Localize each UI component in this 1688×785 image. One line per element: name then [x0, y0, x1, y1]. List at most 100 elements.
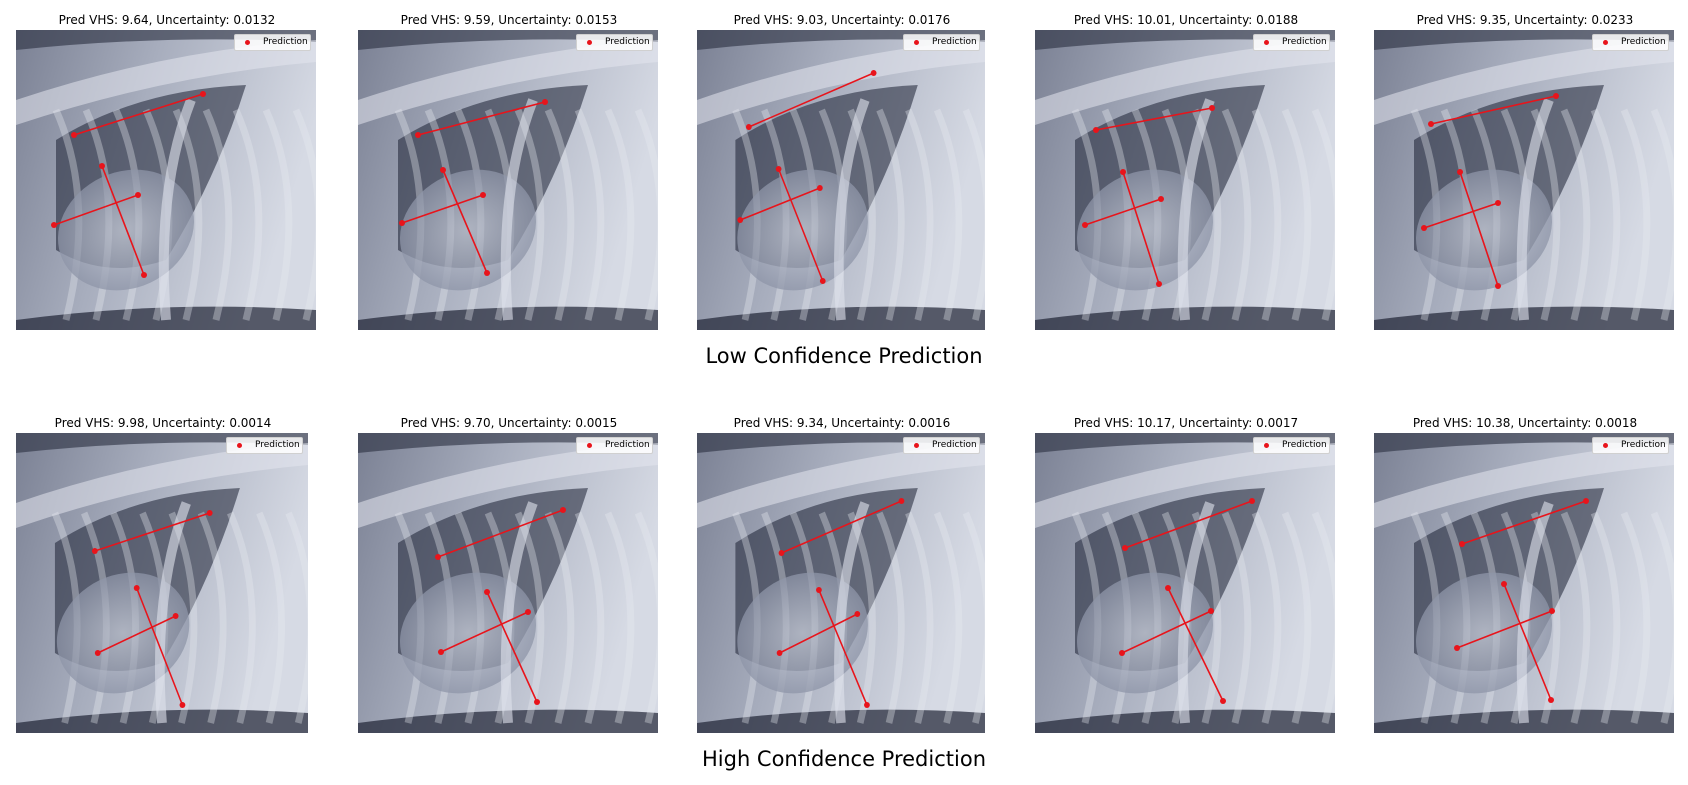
- long-axis-line: [1503, 583, 1552, 701]
- xray-svg: [1374, 433, 1674, 733]
- legend: Prediction: [903, 34, 980, 51]
- radiograph-background: [1035, 433, 1335, 733]
- xray-image: Prediction: [16, 30, 316, 330]
- keypoint-marker: [898, 498, 905, 504]
- long-axis-line: [101, 165, 145, 276]
- keypoint-marker: [1454, 645, 1460, 651]
- xray-panel: Pred VHS: 9.03, Uncertainty: 0.0176 Pred…: [697, 12, 987, 330]
- keypoint-marker: [817, 185, 823, 191]
- short-axis-line: [97, 615, 176, 654]
- panel-title: Pred VHS: 9.34, Uncertainty: 0.0016: [733, 416, 951, 430]
- short-axis-line: [53, 194, 139, 226]
- short-axis-line: [1084, 198, 1162, 226]
- keypoint-marker: [1583, 498, 1589, 504]
- panel-title: Pred VHS: 9.03, Uncertainty: 0.0176: [733, 13, 951, 27]
- xray-image: Prediction: [697, 30, 985, 330]
- legend: Prediction: [576, 34, 653, 51]
- xray-svg: [16, 30, 316, 330]
- long-axis-line: [1167, 587, 1224, 702]
- vertebral-reference-line: [748, 72, 874, 128]
- panel-title: Pred VHS: 9.64, Uncertainty: 0.0132: [58, 13, 276, 27]
- keypoint-marker: [560, 507, 566, 513]
- vertebral-reference-line: [94, 512, 210, 552]
- keypoint-marker: [484, 589, 490, 595]
- panel-title: Pred VHS: 9.70, Uncertainty: 0.0015: [400, 416, 618, 430]
- keypoint-marker: [542, 99, 548, 105]
- legend-marker-icon: [1264, 443, 1269, 448]
- keypoint-marker: [870, 70, 877, 76]
- xray-panel: Pred VHS: 9.35, Uncertainty: 0.0233 Pred…: [1374, 12, 1676, 330]
- keypoint-marker: [1220, 698, 1226, 704]
- keypoint-marker: [133, 585, 140, 591]
- xray-svg: [697, 30, 985, 330]
- legend: Prediction: [226, 437, 303, 454]
- xray-image: Prediction: [1374, 30, 1674, 330]
- radiograph-background: [358, 433, 658, 733]
- radiograph-background: [1374, 30, 1674, 330]
- keypoint-marker: [51, 222, 57, 228]
- long-axis-line: [442, 169, 488, 274]
- vertebral-reference-line: [73, 93, 204, 136]
- row-caption: Low Confidence Prediction: [705, 344, 983, 368]
- panel-title: Pred VHS: 10.17, Uncertainty: 0.0017: [1073, 416, 1299, 430]
- short-axis-line: [1456, 610, 1553, 649]
- short-axis-line: [401, 194, 484, 224]
- vertebral-reference-line: [1095, 107, 1213, 131]
- xray-panel: Pred VHS: 9.70, Uncertainty: 0.0015 Pred…: [358, 415, 660, 733]
- xray-svg: [16, 433, 308, 733]
- vertebral-reference-line: [1124, 500, 1253, 549]
- keypoint-marker: [1457, 169, 1463, 175]
- row-caption: High Confidence Prediction: [701, 747, 986, 771]
- radiograph-background: [16, 433, 308, 733]
- keypoint-marker: [854, 611, 861, 617]
- keypoint-marker: [99, 163, 105, 169]
- legend-marker-icon: [1603, 40, 1608, 45]
- xray-svg: [358, 433, 658, 733]
- panel-title: Pred VHS: 9.35, Uncertainty: 0.0233: [1416, 13, 1634, 27]
- legend-label: Prediction: [1282, 37, 1327, 47]
- legend-label: Prediction: [1621, 37, 1666, 47]
- legend-marker-icon: [587, 40, 592, 45]
- keypoint-marker: [141, 272, 147, 278]
- legend-marker-icon: [237, 443, 242, 448]
- keypoint-marker: [438, 649, 444, 655]
- vertebral-reference-line: [437, 509, 564, 558]
- legend-label: Prediction: [932, 37, 977, 47]
- xray-svg: [1035, 433, 1335, 733]
- keypoint-marker: [484, 270, 490, 276]
- keypoint-marker: [1122, 545, 1128, 551]
- radiograph-background: [1374, 433, 1674, 733]
- xray-svg: [1035, 30, 1335, 330]
- long-axis-line: [777, 168, 824, 282]
- keypoint-marker: [1158, 196, 1164, 202]
- long-axis-line: [1122, 171, 1160, 285]
- keypoint-marker: [737, 217, 744, 223]
- xray-image: Prediction: [358, 30, 658, 330]
- xray-image: Prediction: [1374, 433, 1674, 733]
- keypoint-marker: [206, 510, 213, 516]
- keypoint-marker: [172, 613, 179, 619]
- legend: Prediction: [1253, 437, 1330, 454]
- legend: Prediction: [1253, 34, 1330, 51]
- radiograph-background: [697, 30, 985, 330]
- keypoint-marker: [1120, 169, 1126, 175]
- keypoint-marker: [816, 587, 822, 593]
- keypoint-marker: [94, 650, 101, 656]
- xray-panel: Pred VHS: 10.01, Uncertainty: 0.0188 Pre…: [1035, 12, 1337, 330]
- keypoint-marker: [778, 550, 785, 556]
- keypoint-marker: [435, 554, 441, 560]
- keypoint-marker: [1156, 281, 1162, 287]
- legend-marker-icon: [914, 40, 919, 45]
- keypoint-marker: [1165, 585, 1171, 591]
- panel-title: Pred VHS: 9.59, Uncertainty: 0.0153: [400, 13, 618, 27]
- xray-image: Prediction: [1035, 30, 1335, 330]
- xray-image: Prediction: [16, 433, 308, 733]
- keypoint-marker: [775, 166, 782, 172]
- xray-svg: [697, 433, 985, 733]
- legend-label: Prediction: [932, 440, 977, 450]
- keypoint-marker: [179, 702, 186, 708]
- short-axis-line: [779, 613, 858, 654]
- keypoint-marker: [819, 278, 826, 284]
- vertebral-reference-line: [417, 101, 546, 136]
- keypoint-marker: [1495, 283, 1501, 289]
